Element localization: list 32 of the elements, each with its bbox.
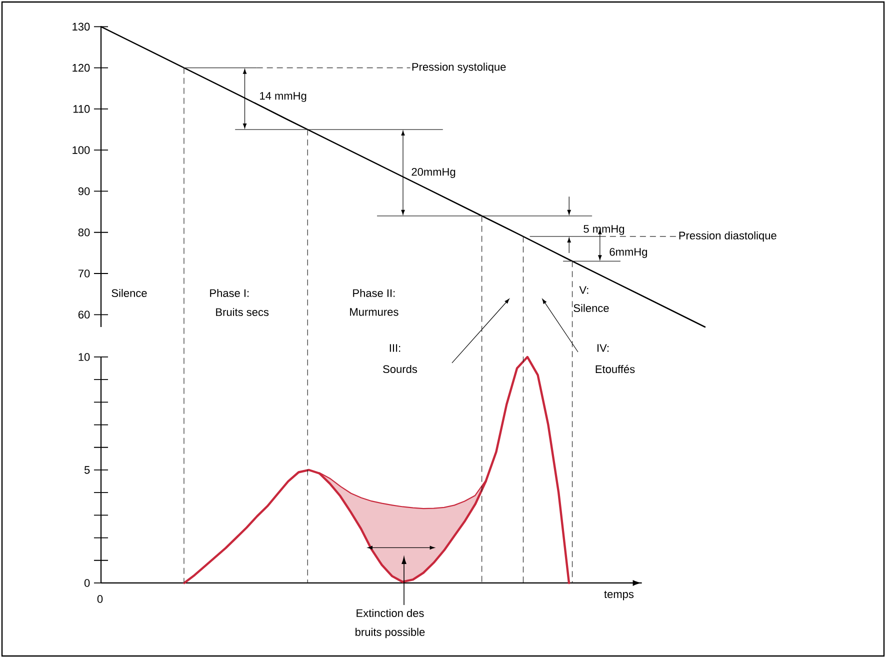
ref-line-label: Pression systolique [412, 62, 506, 73]
annotation: 20mmHg [412, 168, 456, 178]
y-tick-label: 130 [72, 22, 90, 31]
y-tick-label: 10 [78, 353, 90, 361]
annotation: 14 mmHg [260, 92, 306, 102]
annotation: V: [579, 286, 588, 294]
x-axis-title: temps [604, 590, 634, 600]
text: IV: [598, 344, 609, 352]
annotation: Murmures [350, 308, 398, 316]
annotation: Sourds [383, 364, 418, 374]
annotation: Silence [574, 304, 609, 312]
text: bruits possible [356, 628, 425, 638]
annotation: Silence [112, 288, 147, 298]
annotation: 6mmHg [610, 248, 647, 258]
y-tick-label: 120 [72, 64, 90, 72]
y-tick-label: 110 [73, 105, 90, 113]
annotation: Phase I: [210, 288, 249, 298]
annotation: Bruits secs [216, 308, 269, 316]
annotation: Etouffés [596, 364, 635, 374]
text: Extinction des [356, 608, 424, 618]
y-tick-label: 70 [78, 270, 90, 278]
y-tick-label: 0 [84, 579, 90, 587]
text: III: [390, 344, 400, 352]
y-tick-label: 100 [72, 146, 90, 154]
ref-line-label: Pression diastolique [679, 231, 776, 242]
annotation: 5 mmHg [584, 225, 624, 235]
annotation: Phase II: [353, 288, 395, 298]
y-tick-label: 90 [78, 187, 90, 196]
y-tick-label: 5 [84, 466, 90, 474]
y-tick-label: 80 [78, 228, 90, 236]
text: 0 [97, 595, 103, 603]
y-tick-label: 60 [78, 310, 90, 319]
